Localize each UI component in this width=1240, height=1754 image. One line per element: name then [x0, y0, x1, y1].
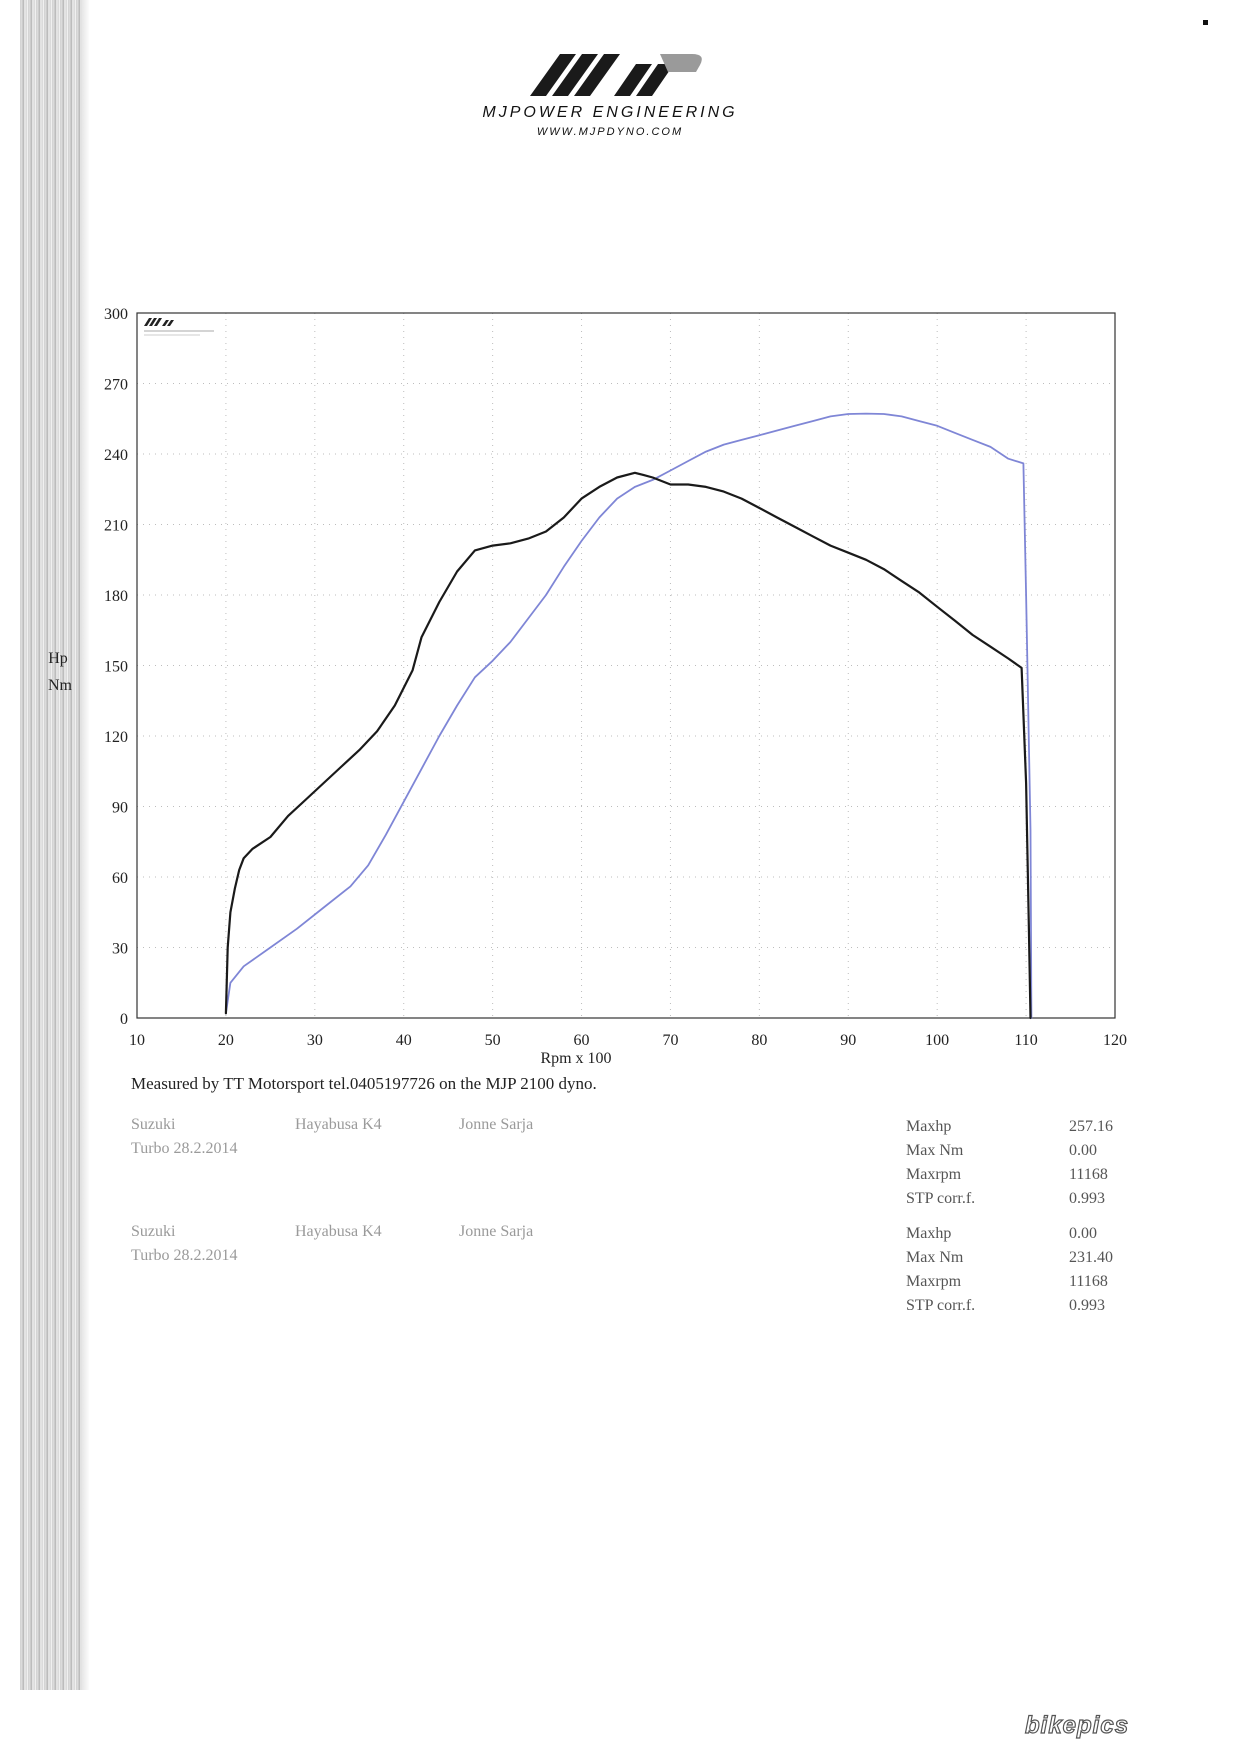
y-tick-label: 90 [112, 800, 128, 817]
x-tick-label: 110 [1014, 1032, 1037, 1049]
corner-mark [1203, 20, 1208, 25]
x-tick-label: 90 [840, 1032, 856, 1049]
chart-grid [137, 313, 1115, 1018]
y-tick-label: 120 [104, 729, 128, 746]
scan-edge-artifact [20, 0, 82, 1690]
run-model: Hayabusa K4 [295, 1116, 382, 1133]
x-tick-label: 10 [129, 1032, 145, 1049]
x-axis-label: Rpm x 100 [540, 1050, 611, 1067]
run-note: Turbo 28.2.2014 [131, 1140, 238, 1157]
run-block-1: Suzuki Turbo 28.2.2014 Hayabusa K4 Jonne… [131, 1113, 1131, 1213]
plot-mini-logo-icon [144, 318, 214, 336]
y-tick-label: 150 [104, 659, 128, 676]
x-tick-label: 30 [307, 1032, 323, 1049]
measured-note: Measured by TT Motorsport tel.0405197726… [131, 1074, 597, 1093]
torque-series-line [224, 471, 1032, 1020]
stat-value: 11168 [1069, 1273, 1108, 1290]
stat-label: Max Nm [906, 1142, 964, 1159]
x-tick-label: 60 [574, 1032, 590, 1049]
y-axis-label-nm: Nm [48, 677, 73, 694]
y-tick-label: 30 [112, 941, 128, 958]
x-tick-label: 80 [751, 1032, 767, 1049]
brand-url: WWW.MJPDYNO.COM [536, 126, 684, 138]
scan-edge-shade [82, 0, 90, 1690]
y-axis-label-hp: Hp [48, 650, 68, 667]
y-tick-label: 270 [104, 377, 128, 394]
y-tick-label: 180 [104, 588, 128, 605]
stat-value: 257.16 [1069, 1118, 1113, 1135]
run-make: Suzuki [131, 1223, 176, 1240]
x-tick-label: 50 [485, 1032, 501, 1049]
y-tick-label: 240 [104, 447, 128, 464]
y-tick-label: 0 [120, 1011, 128, 1028]
x-tick-label: 120 [1103, 1032, 1127, 1049]
stat-value: 0.993 [1069, 1297, 1105, 1314]
run-driver: Jonne Sarja [459, 1223, 534, 1240]
stat-label: Maxrpm [906, 1166, 962, 1183]
run-model: Hayabusa K4 [295, 1223, 382, 1240]
stat-value: 0.993 [1069, 1190, 1105, 1207]
y-tick-label: 210 [104, 518, 128, 535]
bikepics-watermark: bikepics [1024, 1711, 1130, 1739]
run-block-2: Suzuki Turbo 28.2.2014 Hayabusa K4 Jonne… [131, 1220, 1131, 1320]
stat-label: STP corr.f. [906, 1190, 976, 1207]
run-make: Suzuki [131, 1116, 176, 1133]
series-lines [224, 412, 1033, 1020]
x-tick-label: 20 [218, 1032, 234, 1049]
x-tick-label: 40 [396, 1032, 412, 1049]
power-series-line [224, 412, 1033, 1019]
plot-frame [136, 312, 1116, 1019]
x-tick-label: 100 [925, 1032, 949, 1049]
x-tick-labels: 10 20 30 40 50 60 70 80 90 100 110 120 [129, 1032, 1127, 1049]
dyno-chart: 0 30 60 90 120 150 180 210 240 270 300 10 20 30 40 50 6… [48, 306, 1127, 1067]
y-tick-labels: 0 30 60 90 120 150 180 210 240 270 300 [104, 306, 128, 1028]
stat-value: 11168 [1069, 1166, 1108, 1183]
y-tick-label: 300 [104, 306, 128, 323]
stat-value: 0.00 [1069, 1142, 1097, 1159]
header: MJPOWER ENGINEERING WWW.MJPDYNO.COM [0, 50, 1220, 138]
run-driver: Jonne Sarja [459, 1116, 534, 1133]
run-note: Turbo 28.2.2014 [131, 1247, 238, 1264]
stat-value: 231.40 [1069, 1249, 1113, 1266]
stat-label: STP corr.f. [906, 1297, 976, 1314]
stat-value: 0.00 [1069, 1225, 1097, 1242]
stat-label: Max Nm [906, 1249, 964, 1266]
stat-label: Maxrpm [906, 1273, 962, 1290]
stat-label: Maxhp [906, 1118, 952, 1135]
stat-label: Maxhp [906, 1225, 952, 1242]
brand-name: MJPOWER ENGINEERING [482, 104, 738, 121]
y-tick-label: 60 [112, 870, 128, 887]
mjp-logo-icon [530, 54, 702, 96]
x-tick-label: 70 [662, 1032, 678, 1049]
